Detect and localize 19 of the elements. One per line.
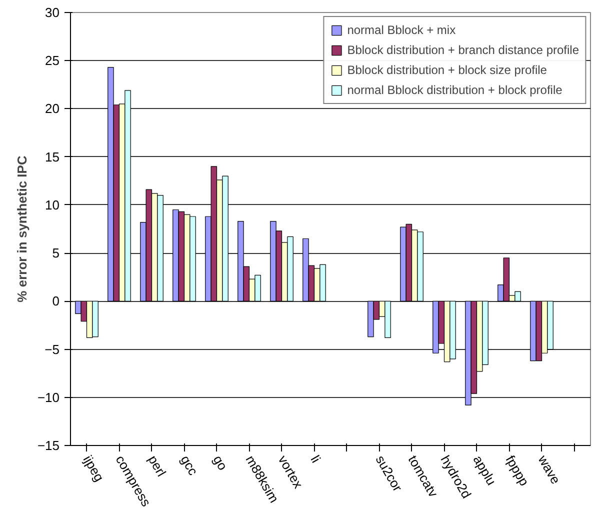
y-tick-label: 20 [45, 101, 60, 116]
y-axis-title: % error in synthetic IPC [14, 155, 30, 302]
x-tick-label: li [308, 452, 324, 466]
x-tick-label: go [210, 452, 230, 473]
y-tick-label: −15 [37, 438, 60, 453]
y-tick-label: 15 [45, 149, 60, 164]
y-tick-label: 5 [52, 246, 60, 261]
legend-label: normal Bblock distribution + block profile [347, 83, 562, 97]
x-tick-label: perl [145, 452, 170, 480]
y-tick-label: 25 [45, 53, 60, 68]
y-tick-label: −5 [44, 342, 60, 357]
y-tick-label: 30 [45, 5, 60, 20]
legend-label: Bblock distribution + branch distance profile [347, 43, 579, 57]
y-tick-label: −10 [37, 390, 60, 405]
legend-label: Bblock distribution + block size profile [347, 63, 547, 77]
y-tick-label: 0 [52, 294, 60, 309]
legend-label: normal Bblock + mix [347, 23, 456, 37]
x-tick-label: gcc [178, 452, 202, 478]
y-tick-label: 10 [45, 197, 60, 212]
